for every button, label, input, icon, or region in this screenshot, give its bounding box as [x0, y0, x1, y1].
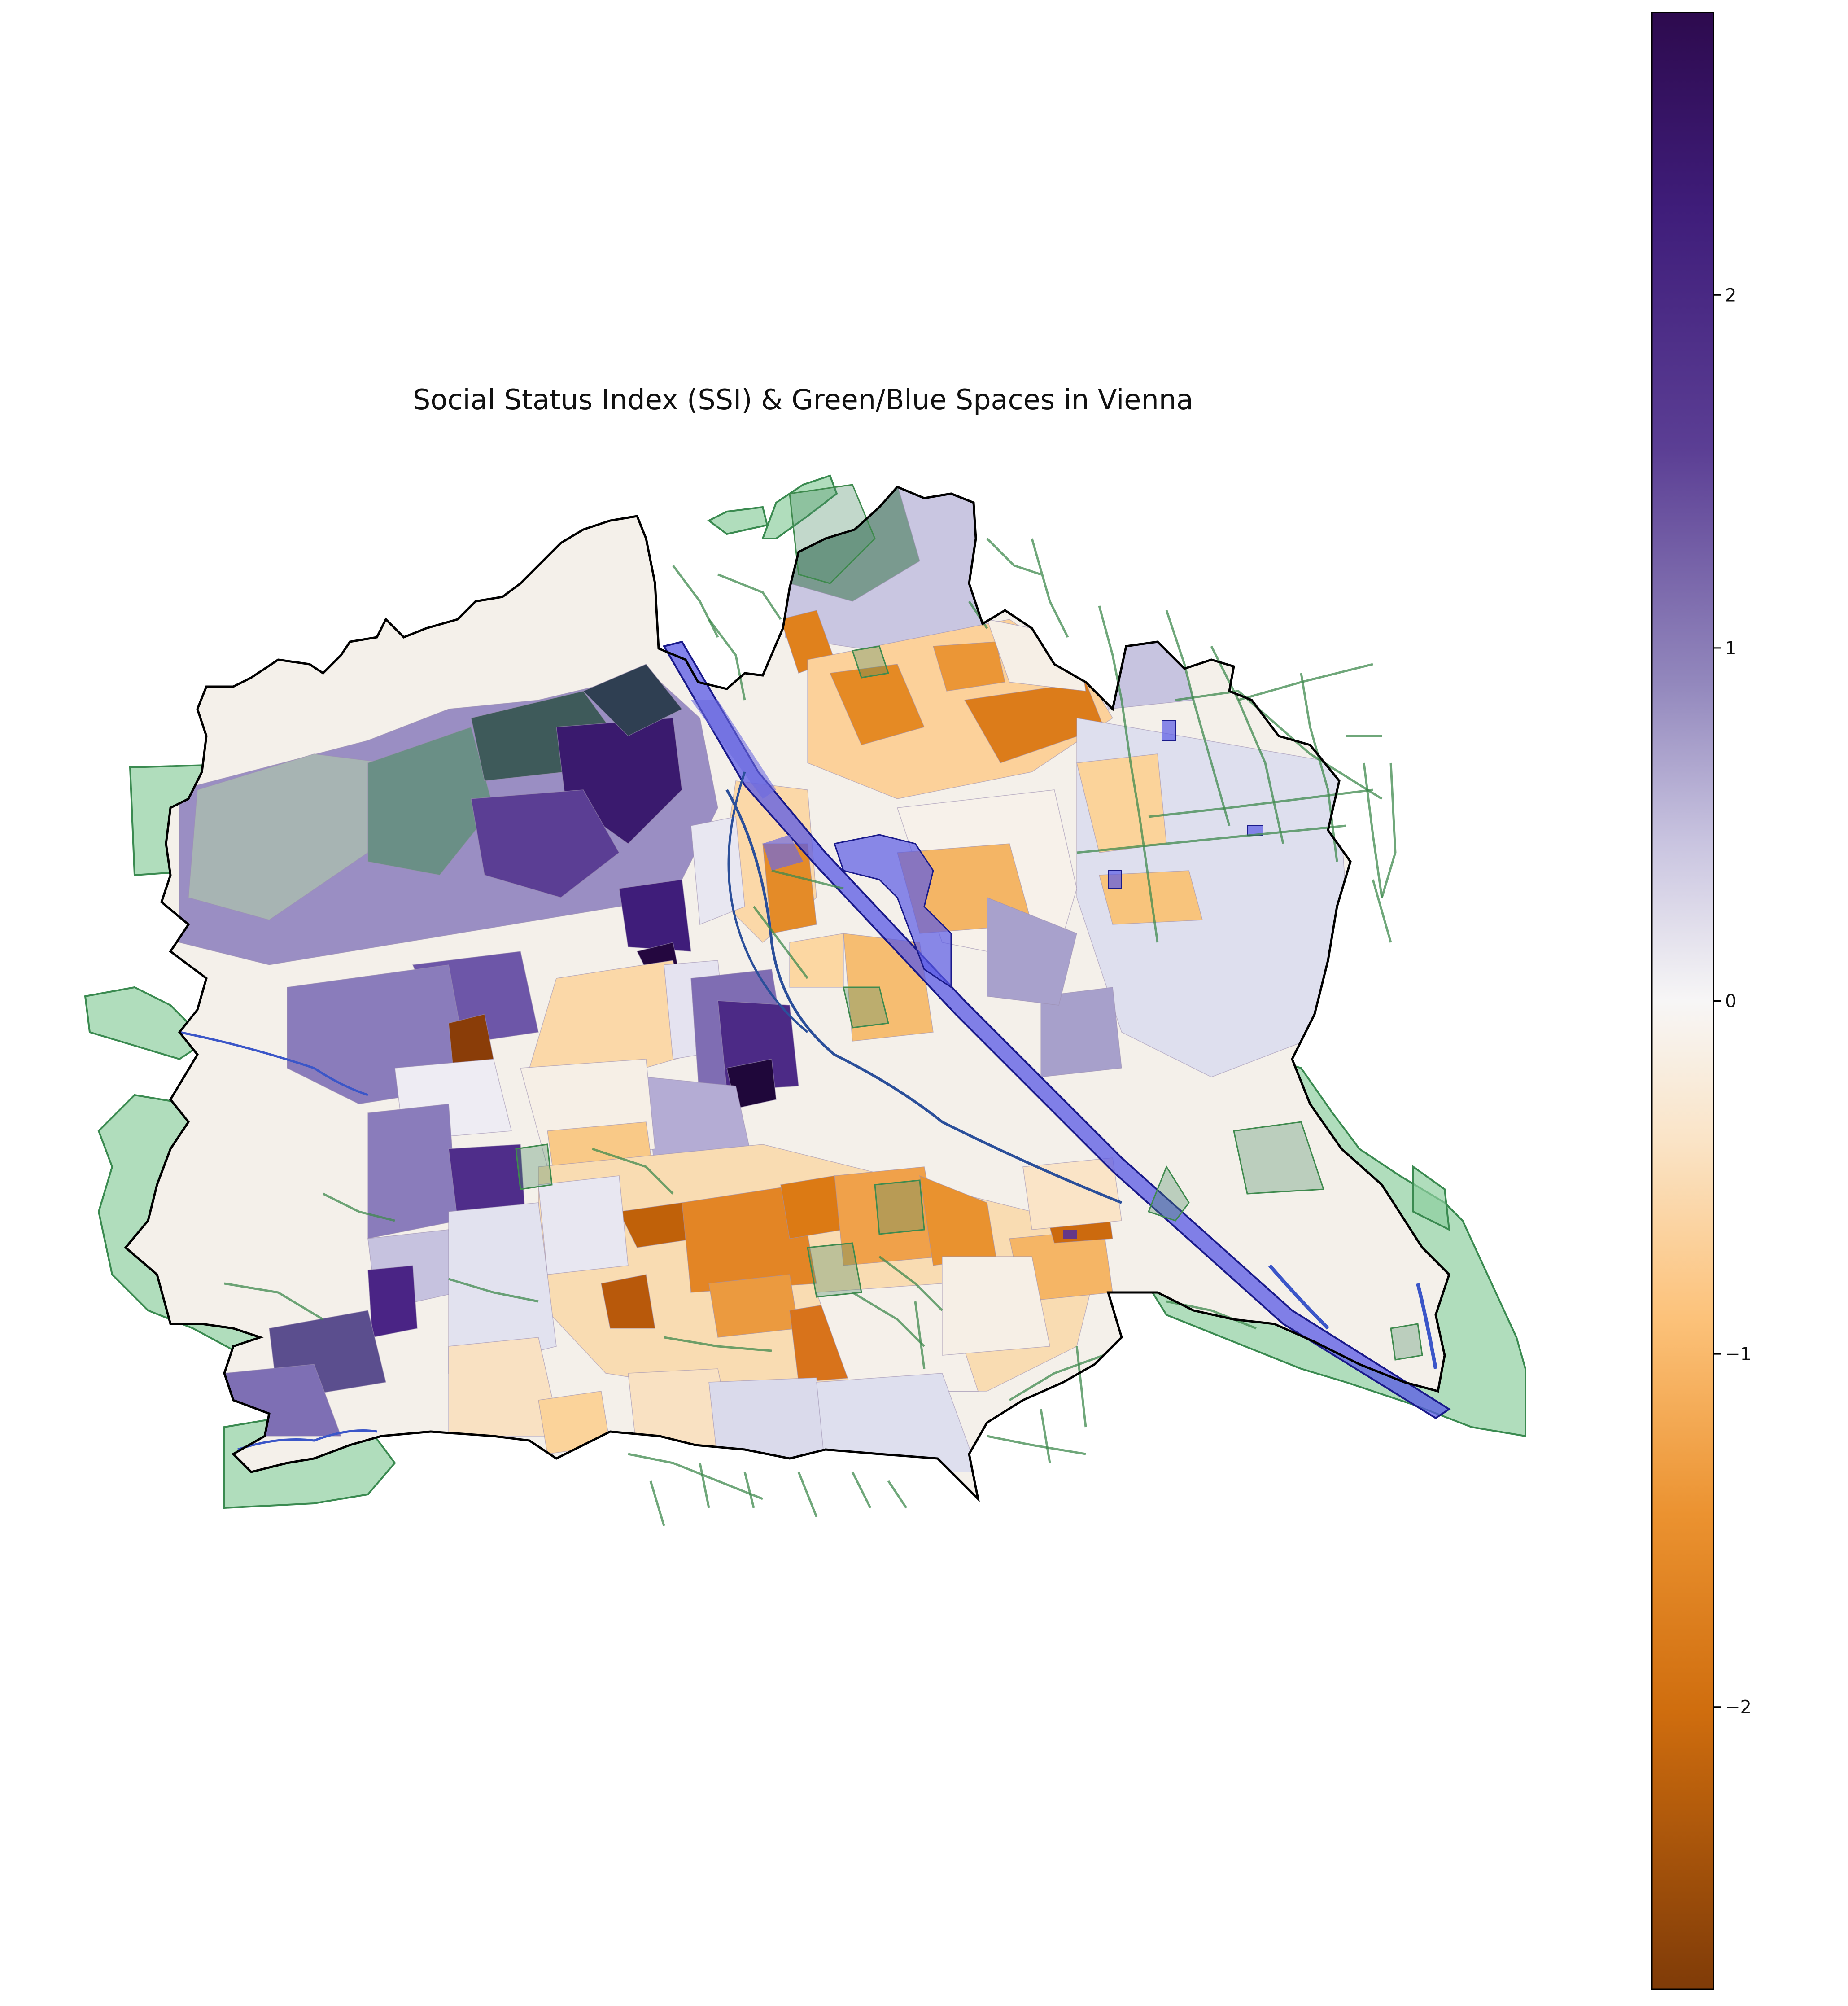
blue-spaces: [179, 640, 1451, 1451]
colorbar-tick-label: −2: [1725, 1697, 1752, 1718]
colorbar-ticks: 2 1 0 −1 −2: [1713, 285, 1752, 1718]
colorbar-tick-label: 0: [1725, 991, 1736, 1012]
green-spaces-inner: [515, 484, 1423, 1361]
city-boundary: [124, 486, 1450, 1502]
colorbar-tick-label: 1: [1725, 638, 1736, 659]
map-area: [84, 474, 1526, 1526]
map-title: Social Status Index (SSI) & Green/Blue S…: [413, 383, 1193, 416]
green-network: [224, 538, 1397, 1526]
colorbar: 2 1 0 −1 −2: [1651, 12, 1752, 1990]
colorbar-gradient: [1651, 12, 1714, 1990]
colorbar-tick-label: 2: [1725, 285, 1736, 306]
colorbar-tick-label: −1: [1725, 1344, 1752, 1365]
